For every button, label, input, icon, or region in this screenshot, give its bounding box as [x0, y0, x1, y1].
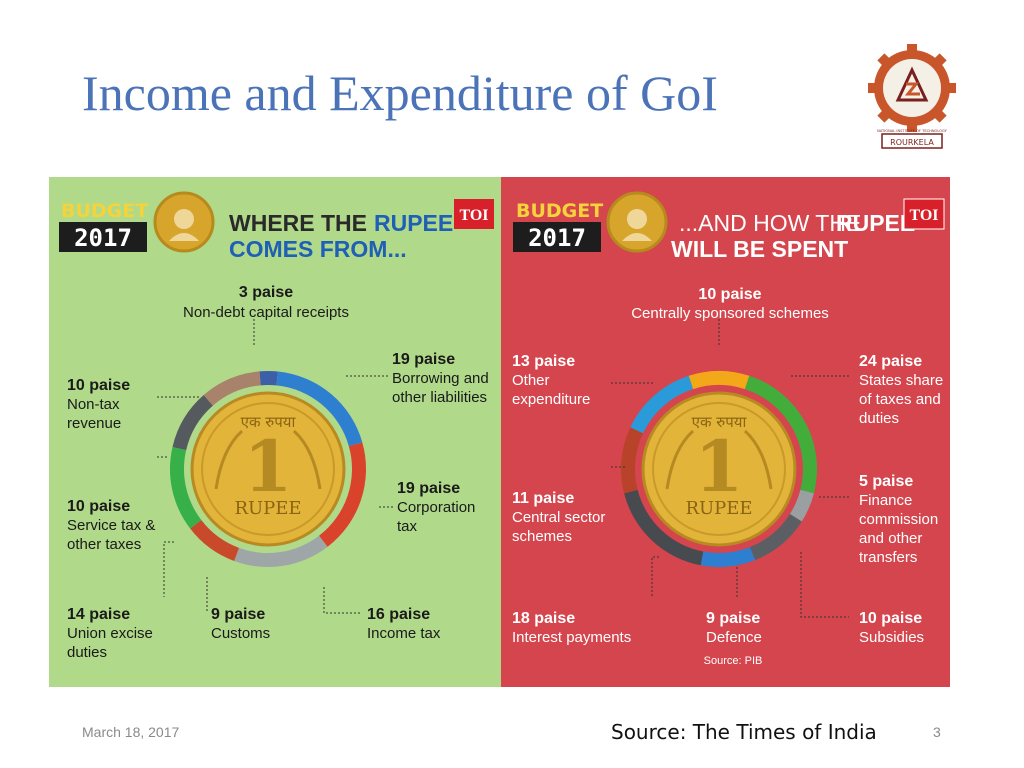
spend-states-label-2: of taxes and — [859, 391, 941, 408]
income-slice-7 — [203, 371, 261, 406]
income-borrowing-label-2: other liabilities — [392, 389, 487, 406]
institute-logo: ROURKELA NATIONAL INSTITUTE OF TECHNOLOG… — [868, 44, 956, 149]
income-nondebt-label: Non-debt capital receipts — [183, 304, 349, 321]
income-excise-value: 14 paise — [67, 606, 130, 623]
spend-finance-label-2: commission — [859, 511, 938, 528]
income-header: BUDGET 2017 WHERE THE RUPEE COMES FROM..… — [59, 191, 494, 262]
spend-central-label-1: Central sector — [512, 509, 605, 526]
spend-budget-label: BUDGET — [516, 200, 603, 222]
income-budget-label: BUDGET — [61, 200, 148, 222]
spend-rupee-coin-icon: एक रुपया 1 RUPEE — [641, 391, 797, 547]
income-donut — [170, 371, 366, 567]
income-corp-value: 19 paise — [397, 480, 460, 497]
spend-subsidies-value: 10 paise — [859, 610, 922, 627]
spend-slice-4 — [700, 547, 756, 567]
income-slice-2 — [319, 442, 366, 547]
spend-finance-label-3: and other — [859, 530, 922, 547]
spend-css-label: Centrally sponsored schemes — [631, 305, 829, 322]
income-title-part2: COMES FROM... — [229, 236, 407, 262]
svg-text:1: 1 — [244, 425, 293, 508]
income-customs-label: Customs — [211, 625, 270, 642]
svg-text:TOI: TOI — [909, 207, 938, 224]
income-slice-5 — [170, 446, 202, 529]
spend-central-value: 11 paise — [512, 490, 574, 507]
income-slice-4 — [190, 520, 239, 561]
income-nontax-label-2: revenue — [67, 415, 121, 432]
income-nontax-value: 10 paise — [67, 377, 130, 394]
income-toi-badge — [454, 199, 494, 229]
svg-text:TOI: TOI — [459, 207, 488, 224]
income-slice-3 — [234, 535, 328, 567]
income-rupee-coin-icon: एक रुपया 1 RUPEE — [190, 391, 346, 547]
slide-source: Source: The Times of India — [611, 720, 877, 744]
spend-states-value: 24 paise — [859, 353, 922, 370]
income-slice-0 — [259, 371, 278, 386]
income-nondebt-value: 3 paise — [239, 284, 293, 301]
income-borrowing-value: 19 paise — [392, 351, 455, 368]
slide-page-number: 3 — [933, 724, 941, 740]
income-incometax-label: Income tax — [367, 625, 441, 642]
spend-interest-value: 18 paise — [512, 610, 575, 627]
spend-states-label-1: States share — [859, 372, 943, 389]
spend-states-label-3: duties — [859, 410, 899, 427]
income-corp-label-2: tax — [397, 518, 418, 535]
income-excise-label-1: Union excise — [67, 625, 153, 642]
svg-text:एक रुपया: एक रुपया — [241, 413, 297, 431]
spend-slice-1 — [744, 375, 817, 494]
leader-lines — [157, 319, 849, 618]
spend-slice-5 — [624, 489, 704, 566]
spend-defence-value: 9 paise — [706, 610, 760, 627]
spend-other-value: 13 paise — [512, 353, 575, 370]
spend-slice-6 — [621, 427, 643, 494]
svg-text:RUPEE: RUPEE — [685, 498, 752, 519]
income-customs-value: 9 paise — [211, 606, 265, 623]
income-corp-label-1: Corporation — [397, 499, 475, 516]
income-borrowing-label-1: Borrowing and — [392, 370, 489, 387]
spend-central-label-2: schemes — [512, 528, 572, 545]
svg-text:1: 1 — [695, 425, 744, 508]
budget-infographic: BUDGET 2017 WHERE THE RUPEE COMES FROM..… — [49, 177, 950, 687]
income-incometax-value: 16 paise — [367, 606, 430, 623]
income-service-value: 10 paise — [67, 498, 130, 515]
slide-date: March 18, 2017 — [82, 724, 180, 740]
income-year-label: 2017 — [74, 224, 132, 252]
logo-name-text: NATIONAL INSTITUTE OF TECHNOLOGY — [877, 129, 948, 133]
spend-title-rupee: RUPEE — [836, 210, 915, 236]
spend-source-note: Source: PIB — [704, 655, 763, 667]
income-slice-6 — [172, 395, 213, 451]
spend-other-label-2: expenditure — [512, 391, 590, 408]
spend-slice-3 — [749, 514, 802, 561]
spend-slice-2 — [789, 489, 814, 522]
income-title-part1: WHERE THE — [229, 210, 367, 236]
spend-defence-label: Defence — [706, 629, 762, 646]
income-nontax-label-1: Non-tax — [67, 396, 120, 413]
spend-finance-label-4: transfers — [859, 549, 917, 566]
income-excise-label-2: duties — [67, 644, 107, 661]
income-slice-1 — [276, 371, 363, 447]
spend-other-label-1: Other — [512, 372, 550, 389]
income-service-label-1: Service tax & — [67, 517, 155, 534]
spend-css-value: 10 paise — [698, 286, 761, 303]
spend-slice-7 — [630, 375, 694, 434]
spend-interest-label: Interest payments — [512, 629, 631, 646]
spend-year-label: 2017 — [528, 224, 586, 252]
spend-title-part1: ...AND HOW THE — [679, 210, 861, 236]
spend-header: BUDGET 2017 ...AND HOW THE RUPEE WILL BE… — [513, 191, 945, 262]
spend-donut — [621, 371, 817, 567]
slide-title: Income and Expenditure of GoI — [82, 65, 718, 121]
spend-finance-label-1: Finance — [859, 492, 912, 509]
income-title-rupee: RUPEE — [374, 210, 453, 236]
spend-finance-value: 5 paise — [859, 473, 913, 490]
logo-place-text: ROURKELA — [890, 138, 934, 147]
spend-subsidies-label: Subsidies — [859, 629, 924, 646]
svg-text:एक रुपया: एक रुपया — [692, 413, 748, 431]
income-service-label-2: other taxes — [67, 536, 141, 553]
svg-text:RUPEE: RUPEE — [234, 498, 301, 519]
spend-title-part2: WILL BE SPENT — [671, 236, 848, 262]
spend-slice-0 — [688, 371, 750, 390]
spend-toi-badge — [903, 198, 945, 230]
